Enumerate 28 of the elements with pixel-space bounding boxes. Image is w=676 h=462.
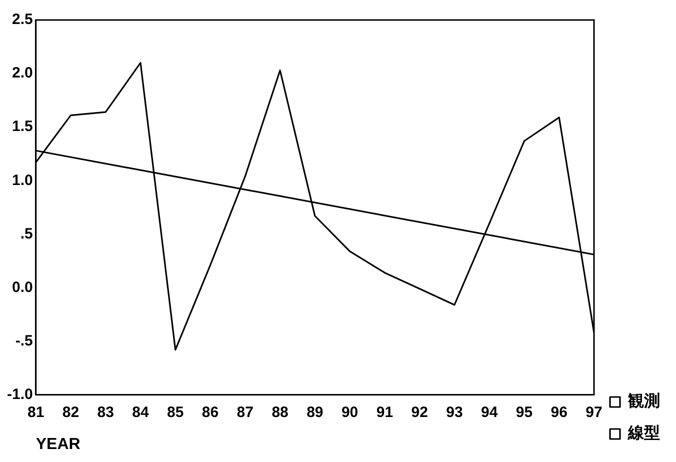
x-tick-label: 87 — [236, 404, 254, 421]
x-tick-label: 89 — [306, 404, 324, 421]
y-tick-label: 2.0 — [12, 64, 33, 82]
x-tick-label: 84 — [132, 404, 150, 421]
x-tick-label: 83 — [97, 404, 114, 421]
y-tick-label: .5 — [20, 225, 33, 242]
x-tick-label: 96 — [550, 404, 568, 421]
legend-label: 観測 — [627, 391, 660, 410]
x-tick-label: 88 — [272, 404, 288, 421]
x-tick-label: 94 — [481, 404, 498, 421]
x-tick-label: 91 — [376, 404, 394, 421]
x-tick-label: 93 — [446, 404, 463, 421]
x-tick-label: 97 — [586, 404, 602, 421]
x-axis-title: YEAR — [36, 436, 81, 453]
y-tick-label: 1.0 — [12, 172, 33, 189]
x-tick-label: 86 — [202, 404, 219, 421]
x-tick-label: 81 — [28, 404, 44, 421]
y-tick-label: -1.0 — [6, 386, 33, 403]
y-tick-label: 0.0 — [12, 278, 33, 296]
x-tick-label: 82 — [62, 404, 80, 421]
x-tick-label: 85 — [167, 404, 184, 421]
legend-label: 線型 — [627, 423, 660, 442]
x-tick-label: 92 — [411, 404, 428, 421]
y-tick-label: -.5 — [15, 332, 33, 350]
x-tick-label: 90 — [341, 404, 358, 421]
y-tick-label: 1.5 — [12, 118, 33, 136]
x-tick-label: 95 — [516, 404, 533, 421]
y-tick-label: 2.5 — [12, 11, 33, 28]
